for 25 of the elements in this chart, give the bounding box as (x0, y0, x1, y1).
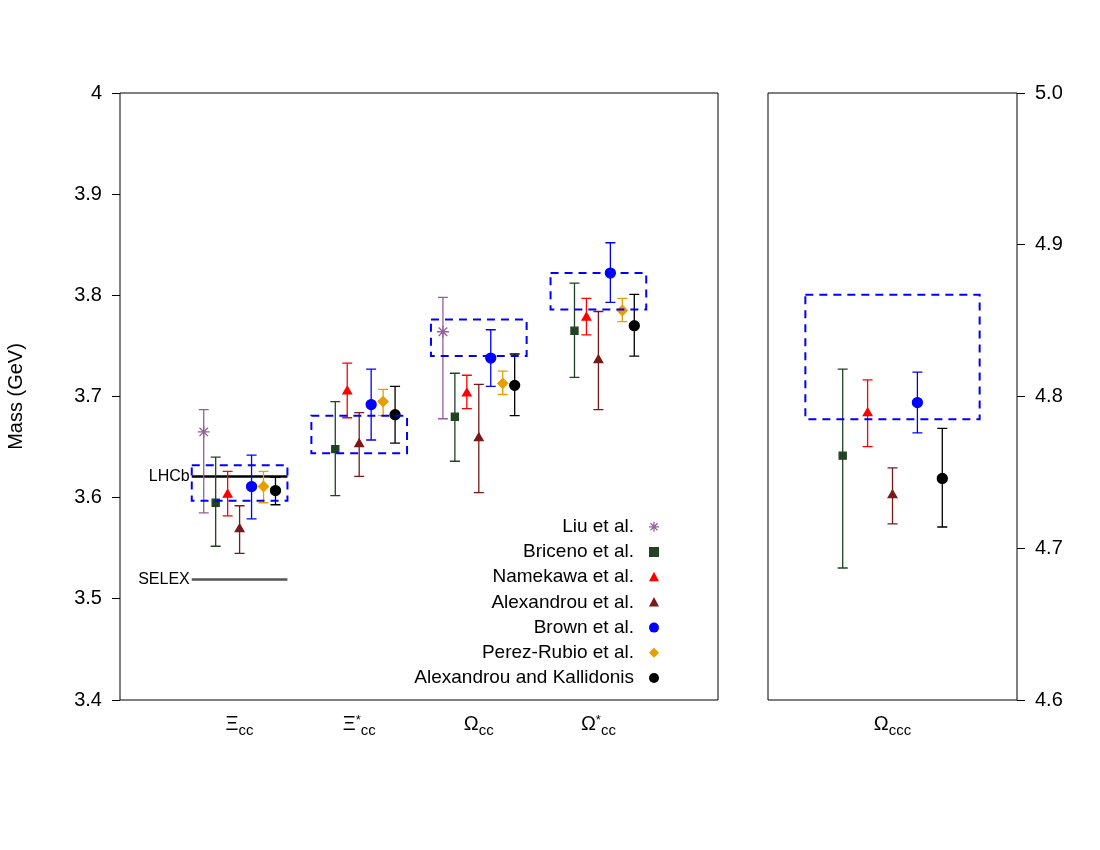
y-tick-label: 3.5 (74, 586, 102, 609)
y-tick-label: 4 (90, 80, 102, 103)
legend-label: Liu et al. (562, 515, 634, 537)
legend-label: Brown et al. (533, 615, 634, 637)
legend-label: Perez-Rubio et al. (481, 641, 634, 663)
y-axis-title: Mass (GeV) (3, 343, 26, 450)
legend-label: Namekawa et al. (492, 565, 634, 587)
y-tick-label: 3.9 (74, 181, 102, 204)
y-tick-label: 3.4 (74, 687, 102, 710)
legend-label: Alexandrou et al. (491, 590, 634, 612)
y-tick-label: 4.7 (1035, 535, 1063, 558)
y-tick-label: 3.8 (74, 282, 102, 305)
x-tick-label: Ξ$_{cc}$ (225, 712, 254, 738)
x-tick-label: Ω$_{ccc}$ (873, 712, 912, 738)
y-tick-label: 5.0 (1035, 80, 1063, 103)
y-tick-label: 3.6 (74, 485, 102, 508)
legend-label: Briceno et al. (523, 540, 634, 562)
ref-line-label: LHCb (148, 466, 190, 484)
ref-line-label: SELEX (138, 570, 191, 588)
y-tick-label: 3.7 (74, 384, 102, 407)
x-tick-label: Ω$_{cc}$ (463, 712, 494, 738)
y-tick-label: 4.6 (1035, 687, 1063, 710)
y-tick-label: 4.9 (1035, 232, 1063, 255)
legend-label: Alexandrou and Kallidonis (414, 666, 634, 688)
y-tick-label: 4.8 (1035, 384, 1063, 407)
